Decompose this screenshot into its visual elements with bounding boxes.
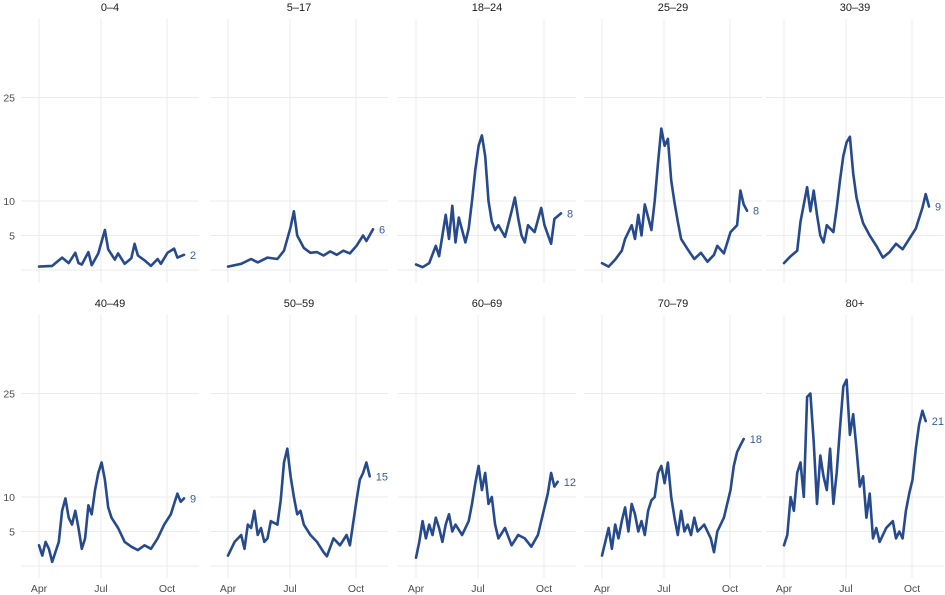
x-tick-label: Apr	[220, 583, 237, 595]
y-tick-label: 5	[9, 231, 15, 243]
series-line	[37, 228, 186, 268]
x-tick-label: Jul	[839, 583, 852, 595]
facet-title: 25–29	[658, 2, 689, 14]
facet-panel-2: 5–17 6	[210, 2, 388, 283]
y-tick-label: 5	[9, 527, 15, 539]
y-tick-label: 10	[3, 196, 15, 208]
x-tick-label: Jul	[657, 583, 670, 595]
facet-title: 5–17	[287, 2, 311, 14]
facet-panel-1: 0–4 2	[21, 2, 199, 283]
end-value-label: 12	[564, 477, 576, 489]
x-tick-label: Apr	[31, 583, 48, 595]
facet-title: 40–49	[95, 298, 126, 310]
x-tick-label: Jul	[283, 583, 296, 595]
end-value-label: 15	[376, 471, 388, 483]
facet-title: 18–24	[472, 2, 503, 14]
facet-panel-6: 40–49 9	[21, 298, 199, 578]
facet-panel-3: 18–24 8	[398, 2, 576, 283]
facet-panel-10: 80+ 21	[766, 298, 944, 578]
facet-title: 0–4	[101, 2, 119, 14]
series-line	[414, 464, 559, 559]
x-tick-label: Oct	[159, 583, 175, 595]
facet-panel-8: 60–69 12	[398, 298, 576, 578]
end-value-label: 21	[932, 416, 944, 428]
x-tick-label: Oct	[348, 583, 364, 595]
series-line	[226, 447, 371, 558]
end-value-label: 8	[567, 208, 573, 220]
y-tick-label: 25	[3, 93, 15, 105]
series-line	[782, 135, 931, 265]
end-value-label: 2	[190, 250, 196, 262]
end-value-label: 18	[750, 434, 762, 446]
facet-panel-4: 25–29 8	[584, 2, 762, 283]
end-value-label: 8	[753, 206, 759, 218]
facet-panel-9: 70–79 18	[584, 298, 762, 578]
series-line	[37, 461, 186, 564]
facet-title: 70–79	[658, 298, 689, 310]
x-tick-label: Apr	[594, 583, 611, 595]
x-tick-label: Apr	[408, 583, 425, 595]
x-tick-label: Oct	[722, 583, 738, 595]
facet-title: 80+	[846, 298, 865, 310]
series-line	[600, 437, 745, 557]
end-value-label: 9	[190, 493, 196, 505]
x-tick-label: Jul	[94, 583, 107, 595]
series-line	[600, 127, 749, 268]
x-tick-label: Oct	[536, 583, 552, 595]
x-tick-label: Oct	[904, 583, 920, 595]
facet-title: 60–69	[472, 298, 503, 310]
end-value-label: 6	[379, 224, 385, 236]
series-line	[414, 134, 563, 269]
facet-panel-7: 50–59 15	[210, 298, 388, 578]
end-value-label: 9	[935, 202, 941, 214]
y-tick-label: 10	[3, 492, 15, 504]
x-tick-label: Jul	[471, 583, 484, 595]
x-tick-label: Apr	[776, 583, 793, 595]
series-line	[226, 210, 375, 268]
y-tick-label: 25	[3, 389, 15, 401]
facet-title: 30–39	[840, 2, 871, 14]
facet-panel-5: 30–39 9	[766, 2, 944, 283]
series-line	[782, 378, 927, 547]
facet-title: 50–59	[284, 298, 315, 310]
